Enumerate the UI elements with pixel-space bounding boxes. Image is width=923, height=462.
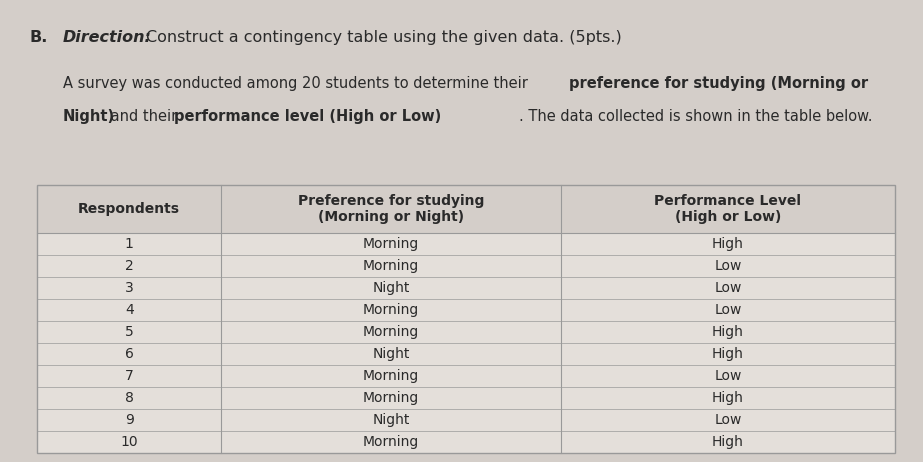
Text: Low: Low [714,281,741,295]
Text: . The data collected is shown in the table below.: . The data collected is shown in the tab… [519,109,872,123]
Text: Performance Level
(High or Low): Performance Level (High or Low) [654,194,801,224]
Text: Morning: Morning [363,391,419,405]
Text: 6: 6 [125,347,134,361]
Text: 4: 4 [125,303,134,317]
Text: 7: 7 [125,369,134,383]
Text: Construct a contingency table using the given data. (5pts.): Construct a contingency table using the … [146,30,621,45]
Text: High: High [712,435,744,449]
Text: Low: Low [714,259,741,273]
Text: 2: 2 [125,259,134,273]
Text: High: High [712,391,744,405]
Text: Night: Night [372,347,410,361]
Text: Morning: Morning [363,435,419,449]
Text: 10: 10 [120,435,138,449]
Text: Preference for studying
(Morning or Night): Preference for studying (Morning or Nigh… [298,194,485,224]
Text: Morning: Morning [363,325,419,339]
Text: Low: Low [714,413,741,427]
Text: A survey was conducted among 20 students to determine their: A survey was conducted among 20 students… [63,76,533,91]
Text: Low: Low [714,369,741,383]
Text: 3: 3 [125,281,134,295]
Text: Morning: Morning [363,259,419,273]
Text: Direction:: Direction: [63,30,151,45]
Text: Night: Night [372,281,410,295]
Text: 5: 5 [125,325,134,339]
Text: High: High [712,347,744,361]
Text: preference for studying (Morning or: preference for studying (Morning or [569,76,869,91]
Text: Low: Low [714,303,741,317]
Text: Night): Night) [63,109,114,123]
Text: 8: 8 [125,391,134,405]
Text: Respondents: Respondents [78,202,180,216]
Text: Morning: Morning [363,303,419,317]
Text: Morning: Morning [363,369,419,383]
Text: performance level (High or Low): performance level (High or Low) [174,109,441,123]
Text: 9: 9 [125,413,134,427]
Text: High: High [712,325,744,339]
Text: B.: B. [30,30,48,45]
Text: Morning: Morning [363,237,419,251]
Text: 1: 1 [125,237,134,251]
Text: and their: and their [106,109,182,123]
Text: Night: Night [372,413,410,427]
Text: High: High [712,237,744,251]
